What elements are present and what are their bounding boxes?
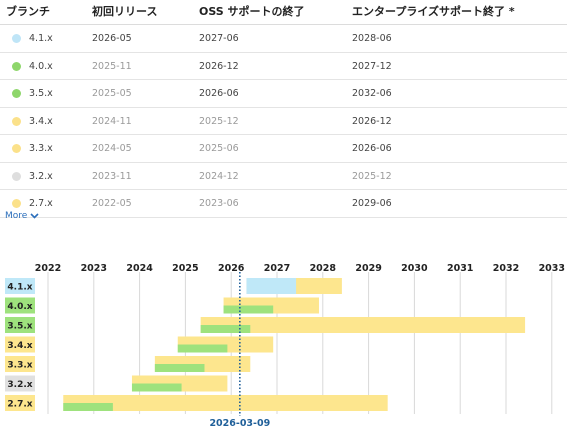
status-dot-icon xyxy=(12,199,21,208)
branch-label: 4.0.x xyxy=(7,302,32,312)
status-dot-icon xyxy=(12,61,21,71)
cell-enterprise-end: 2026-06 xyxy=(352,143,392,154)
cell-oss-end: 2026-06 xyxy=(199,88,239,99)
oss-support-bar xyxy=(200,325,251,333)
enterprise-support-bar xyxy=(63,395,388,411)
cell-initial-release: 2025-05 xyxy=(92,88,132,99)
table-row: 3.3.x 2024-05 2025-06 2026-06 xyxy=(0,135,567,163)
status-dot-icon xyxy=(12,144,21,153)
cell-enterprise-end: 2032-06 xyxy=(352,88,392,99)
year-tick-label: 2030 xyxy=(401,263,428,274)
year-tick-label: 2031 xyxy=(447,263,473,274)
branch-label-badge xyxy=(5,336,35,353)
year-tick-label: 2025 xyxy=(172,263,198,274)
cell-branch: 2.7.x xyxy=(29,198,53,209)
status-dot-icon xyxy=(12,89,21,98)
oss-support-bar xyxy=(63,403,113,411)
more-label: More xyxy=(5,211,28,221)
oss-support-bar xyxy=(223,305,274,314)
branch-label: 3.3.x xyxy=(7,361,32,371)
table-row: 4.0.x 2025-11 2026-12 2027-12 xyxy=(0,53,567,80)
cell-initial-release: 2025-11 xyxy=(92,60,132,72)
cell-branch: 3.4.x xyxy=(29,115,53,127)
cell-enterprise-end: 2028-06 xyxy=(352,33,392,44)
status-dot-icon xyxy=(12,34,21,43)
cell-initial-release: 2024-11 xyxy=(92,115,132,127)
cell-branch: 3.5.x xyxy=(29,88,53,99)
status-dot-icon xyxy=(12,171,21,181)
today-marker-label: 2026-03-09 xyxy=(209,418,270,429)
table-row: 3.4.x 2024-11 2025-12 2026-12 xyxy=(0,108,567,135)
oss-support-bar xyxy=(177,344,228,353)
year-tick-label: 2022 xyxy=(35,263,61,274)
cell-branch: 4.0.x xyxy=(29,60,53,72)
year-tick-label: 2024 xyxy=(126,263,153,274)
header-enterprise-end: エンタープライズサポート終了 * xyxy=(352,5,515,18)
cell-oss-end: 2023-06 xyxy=(199,198,239,209)
branch-label-badge xyxy=(5,317,35,333)
chevron-down-icon xyxy=(30,213,39,219)
status-dot-icon xyxy=(12,116,21,126)
cell-enterprise-end: 2029-06 xyxy=(352,198,392,209)
oss-support-bar xyxy=(131,383,182,392)
branch-label-badge xyxy=(5,297,35,314)
oss-support-bar xyxy=(246,278,297,294)
branch-label: 3.4.x xyxy=(7,341,32,351)
year-tick-label: 2029 xyxy=(355,263,381,274)
cell-initial-release: 2023-11 xyxy=(92,170,132,182)
table-row: 3.2.x 2023-11 2024-12 2025-12 xyxy=(0,163,567,190)
support-timeline-chart: 2022 2023 2024 2025 2026 2027 2028 2029 2030 2031… xyxy=(5,263,565,429)
table-body: 4.1.x 2026-05 2027-06 2028-06 4.0.x 2025-11 20… xyxy=(0,25,567,218)
year-tick-label: 2033 xyxy=(539,263,565,274)
cell-oss-end: 2024-12 xyxy=(199,170,239,182)
header-branch: ブランチ xyxy=(6,5,50,18)
cell-oss-end: 2027-06 xyxy=(199,33,239,44)
year-tick-label: 2026 xyxy=(218,263,245,274)
cell-enterprise-end: 2026-12 xyxy=(352,115,392,127)
cell-initial-release: 2022-05 xyxy=(92,198,132,209)
cell-branch: 3.2.x xyxy=(29,170,53,182)
branch-label-badge xyxy=(5,278,35,294)
table-header: ブランチ 初回リリース OSS サポートの終了 エンタープライズサポート終了 * xyxy=(0,0,567,25)
cell-oss-end: 2025-06 xyxy=(199,143,239,154)
branch-label-badge xyxy=(5,395,35,411)
support-table: ブランチ 初回リリース OSS サポートの終了 エンタープライズサポート終了 *… xyxy=(0,0,567,218)
more-link[interactable]: More xyxy=(5,211,39,221)
year-tick-label: 2028 xyxy=(310,263,337,274)
branch-label-badge xyxy=(5,356,35,372)
oss-support-bar xyxy=(154,364,205,372)
header-oss-end: OSS サポートの終了 xyxy=(199,5,305,18)
header-initial-release: 初回リリース xyxy=(92,5,158,18)
cell-branch: 4.1.x xyxy=(29,33,53,44)
cell-oss-end: 2026-12 xyxy=(199,60,239,72)
cell-branch: 3.3.x xyxy=(29,143,53,154)
table-row: 2.7.x 2022-05 2023-06 2029-06 xyxy=(0,190,567,218)
enterprise-support-bar xyxy=(200,317,526,333)
cell-initial-release: 2026-05 xyxy=(92,33,132,44)
table-row: 4.1.x 2026-05 2027-06 2028-06 xyxy=(0,25,567,53)
branch-label: 2.7.x xyxy=(7,400,32,410)
cell-initial-release: 2024-05 xyxy=(92,143,132,154)
branch-label-badge xyxy=(5,375,35,392)
cell-enterprise-end: 2025-12 xyxy=(352,170,392,182)
year-tick-label: 2023 xyxy=(81,263,107,274)
cell-oss-end: 2025-12 xyxy=(199,115,239,127)
branch-label: 3.5.x xyxy=(7,322,32,332)
cell-enterprise-end: 2027-12 xyxy=(352,60,392,72)
table-row: 3.5.x 2025-05 2026-06 2032-06 xyxy=(0,80,567,108)
year-tick-label: 2027 xyxy=(264,263,290,274)
branch-label: 3.2.x xyxy=(7,380,32,390)
year-tick-label: 2032 xyxy=(493,263,519,274)
branch-label: 4.1.x xyxy=(7,283,32,293)
